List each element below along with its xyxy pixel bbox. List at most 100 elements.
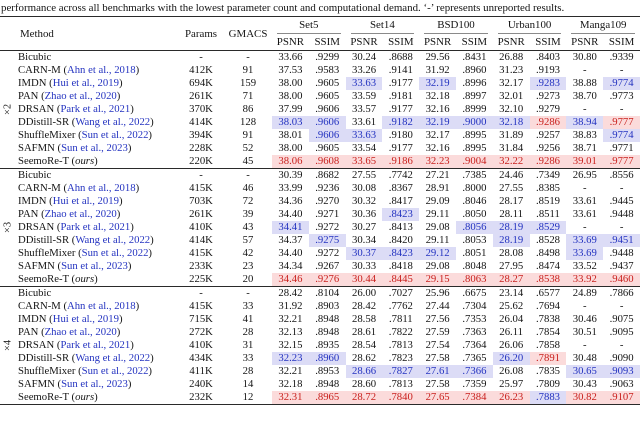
params-value: 414K xyxy=(189,234,213,246)
gmacs-value: 31 xyxy=(242,339,254,351)
ssim-value: - xyxy=(619,339,624,351)
psnr-value: 29.15 xyxy=(419,273,456,287)
citation-link[interactable]: Wang et al., 2022 xyxy=(75,352,151,364)
ssim-value: .9090 xyxy=(609,352,634,364)
citation-link[interactable]: Hui et al., 2019 xyxy=(52,195,119,207)
ours-label: ours xyxy=(75,391,95,403)
table-row: ×4 Bicubic - -28.42.8104 26.00.7027 25.96.667… xyxy=(0,286,640,405)
ssim-value: .9272 xyxy=(315,221,340,233)
scale-group-label: ×4 xyxy=(0,286,16,405)
ssim-value: .9283 xyxy=(529,77,567,90)
method-name: PAN (Zhao et al., 2020) xyxy=(18,326,121,338)
citation-link[interactable]: Hui et al., 2019 xyxy=(52,77,119,89)
psnr-value: 26.95 xyxy=(566,168,604,182)
subheader-ssim: SSIM xyxy=(456,34,493,51)
citation-link[interactable]: Zhao et al., 2020 xyxy=(44,90,117,102)
table-row: ShuffleMixer (Sun et al., 2022) 411K 28 32.… xyxy=(0,365,640,378)
citation-link[interactable]: Ahn et al., 2018 xyxy=(67,300,136,312)
psnr-value: 30.43 xyxy=(572,378,597,390)
citation-link[interactable]: Wang et al., 2022 xyxy=(75,234,151,246)
ssim-value: .8948 xyxy=(315,378,340,390)
ssim-value: .7823 xyxy=(388,352,413,364)
citation-link[interactable]: Sun et al., 2022 xyxy=(81,129,149,141)
ssim-value: - xyxy=(619,64,624,76)
psnr-value: 30.36 xyxy=(351,208,377,220)
method-name: SAFMN (Sun et al., 2023) xyxy=(18,260,132,272)
ssim-value: .7742 xyxy=(382,168,420,182)
citation-link[interactable]: Sun et al., 2023 xyxy=(61,260,128,272)
ssim-value: .9460 xyxy=(603,273,640,287)
ssim-value: .9180 xyxy=(388,129,413,141)
benchmark-header-manga109: Manga109 xyxy=(566,17,640,34)
citation-link[interactable]: Park et al., 2021 xyxy=(60,221,131,233)
ssim-value: .9063 xyxy=(609,378,634,390)
params-value: 261K xyxy=(189,208,213,220)
ssim-value: .9275 xyxy=(308,234,346,247)
ssim-value: .9181 xyxy=(388,90,413,102)
psnr-value: 32.01 xyxy=(499,90,524,102)
table-row: SAFMN (Sun et al., 2023) 240K 14 32.18 .8948… xyxy=(0,378,640,391)
psnr-value: 27.61 xyxy=(419,365,456,378)
citation-link[interactable]: Zhao et al., 2020 xyxy=(44,326,117,338)
psnr-value: 30.32 xyxy=(351,195,377,207)
citation-link[interactable]: Park et al., 2021 xyxy=(60,339,131,351)
ssim-value: .9605 xyxy=(315,90,340,102)
table-row: PAN (Zhao et al., 2020) 272K 28 32.13 .8948 2… xyxy=(0,326,640,339)
psnr-value: 28.61 xyxy=(351,326,377,338)
table-row: CARN-M (Ahn et al., 2018) 415K 46 33.99 .923… xyxy=(0,182,640,195)
psnr-value: 33.61 xyxy=(572,208,597,220)
psnr-value: 27.44 xyxy=(425,300,450,312)
citation-link[interactable]: Sun et al., 2022 xyxy=(81,365,149,377)
citation-link[interactable]: Sun et al., 2022 xyxy=(81,247,149,259)
citation-link[interactable]: Sun et al., 2023 xyxy=(61,378,128,390)
gmacs-value: 91 xyxy=(242,129,254,141)
citation-link[interactable]: Park et al., 2021 xyxy=(60,103,131,115)
params-value: 410K xyxy=(189,221,213,233)
psnr-value: 28.62 xyxy=(351,352,377,364)
ssim-value: .9093 xyxy=(603,365,640,378)
gmacs-value: 45 xyxy=(242,155,254,167)
psnr-value: 26.88 xyxy=(499,51,524,63)
ssim-value: .8498 xyxy=(535,247,561,259)
params-value: 220K xyxy=(189,155,213,167)
citation-link[interactable]: Ahn et al., 2018 xyxy=(67,64,136,76)
method-name: CARN-M (Ahn et al., 2018) xyxy=(18,64,140,76)
citation-link[interactable]: Wang et al., 2022 xyxy=(75,116,151,128)
method-name: SeemoRe-T (ours) xyxy=(18,273,98,285)
ssim-value: .7840 xyxy=(382,391,420,405)
method-name: Bicubic xyxy=(16,168,179,182)
psnr-value: 33.57 xyxy=(351,103,377,115)
ours-label: ours xyxy=(75,155,95,167)
psnr-value: 29.11 xyxy=(425,234,450,246)
psnr-value: 38.06 xyxy=(272,155,309,169)
ssim-value: .8423 xyxy=(382,247,420,260)
gmacs-value: 12 xyxy=(242,391,254,403)
ssim-value: .9177 xyxy=(388,77,413,89)
citation-link[interactable]: Zhao et al., 2020 xyxy=(44,208,117,220)
ssim-value: .9437 xyxy=(609,260,634,272)
ssim-value: .9177 xyxy=(388,142,413,154)
ssim-value: .9773 xyxy=(609,90,634,102)
ssim-value: .9445 xyxy=(609,195,634,207)
citation-link[interactable]: Hui et al., 2019 xyxy=(52,313,119,325)
table-row: DRSAN (Park et al., 2021) 410K 43 34.41 .927… xyxy=(0,221,640,234)
column-header-params: Params xyxy=(178,16,225,51)
column-header-gmacs: GMACS xyxy=(224,16,273,51)
method-name: PAN (Zhao et al., 2020) xyxy=(18,90,121,102)
gmacs-value: 71 xyxy=(242,90,254,102)
citation-link[interactable]: Ahn et al., 2018 xyxy=(67,182,136,194)
scale-label: ×2 xyxy=(2,103,14,116)
ssim-value: .9299 xyxy=(315,51,340,63)
params-value: 412K xyxy=(189,64,213,76)
method-name: Bicubic xyxy=(18,51,52,63)
ssim-value: .8051 xyxy=(462,247,487,259)
gmacs-value: 28 xyxy=(242,326,254,338)
psnr-value: 33.69 xyxy=(566,234,604,247)
ssim-value: .8529 xyxy=(529,221,567,234)
psnr-value: 34.36 xyxy=(278,195,303,207)
psnr-value: 37.99 xyxy=(278,103,303,115)
psnr-value: 34.37 xyxy=(278,234,303,246)
ssim-value: .8965 xyxy=(308,391,346,405)
citation-link[interactable]: Sun et al., 2023 xyxy=(61,142,128,154)
gmacs-value: - xyxy=(224,286,273,300)
